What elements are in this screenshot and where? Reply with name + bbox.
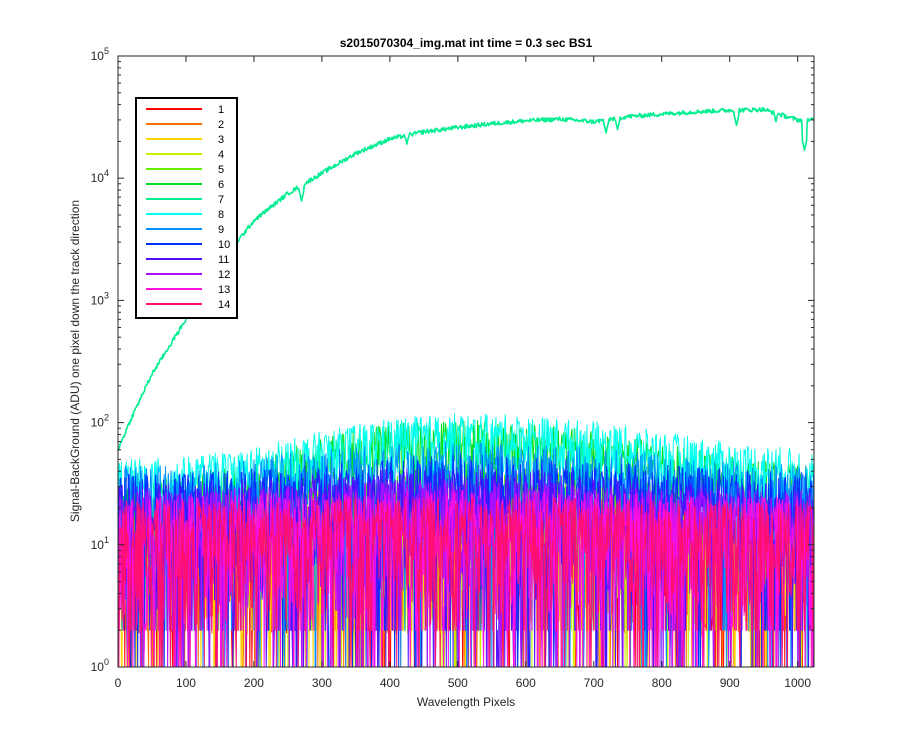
y-tick-label: 103 — [91, 290, 109, 307]
legend-label-14: 14 — [218, 299, 230, 311]
x-tick-label: 500 — [448, 676, 468, 690]
x-tick-label: 1000 — [784, 676, 811, 690]
x-tick-label: 300 — [312, 676, 332, 690]
legend-label-3: 3 — [218, 134, 224, 146]
y-tick-label: 104 — [91, 168, 109, 185]
x-tick-label: 100 — [176, 676, 196, 690]
legend-label-5: 5 — [218, 164, 224, 176]
legend-label-9: 9 — [218, 224, 224, 236]
legend-box — [135, 97, 238, 319]
chart-title: s2015070304_img.mat int time = 0.3 sec B… — [340, 36, 593, 50]
x-tick-label: 600 — [516, 676, 536, 690]
legend-label-4: 4 — [218, 149, 224, 161]
x-tick-label: 200 — [244, 676, 264, 690]
legend-label-13: 13 — [218, 284, 230, 296]
x-tick-label: 900 — [720, 676, 740, 690]
x-tick-label: 800 — [652, 676, 672, 690]
legend-label-6: 6 — [218, 179, 224, 191]
y-tick-label: 102 — [91, 413, 109, 430]
legend-label-2: 2 — [218, 119, 224, 131]
x-tick-label: 0 — [115, 676, 122, 690]
plot-frame — [117, 55, 815, 668]
y-tick-label: 101 — [91, 535, 109, 552]
y-tick-label: 100 — [91, 657, 109, 674]
legend-label-10: 10 — [218, 239, 230, 251]
series-layer — [118, 107, 814, 667]
y-tick-label: 105 — [91, 46, 109, 63]
x-tick-label: 700 — [584, 676, 604, 690]
axis-layer: 0 100 200 300 400 500 600 700 800 900 100010010110… — [91, 46, 814, 690]
legend-label-1: 1 — [218, 104, 224, 116]
legend-label-7: 7 — [218, 194, 224, 206]
legend-label-12: 12 — [218, 269, 230, 281]
x-axis-label: Wavelength Pixels — [417, 695, 515, 709]
y-axis-label: Signal-BackGround (ADU) one pixel down t… — [68, 200, 82, 522]
legend-label-8: 8 — [218, 209, 224, 221]
legend-label-11: 11 — [218, 254, 229, 266]
series-line-14 — [118, 496, 814, 667]
x-tick-label: 400 — [380, 676, 400, 690]
